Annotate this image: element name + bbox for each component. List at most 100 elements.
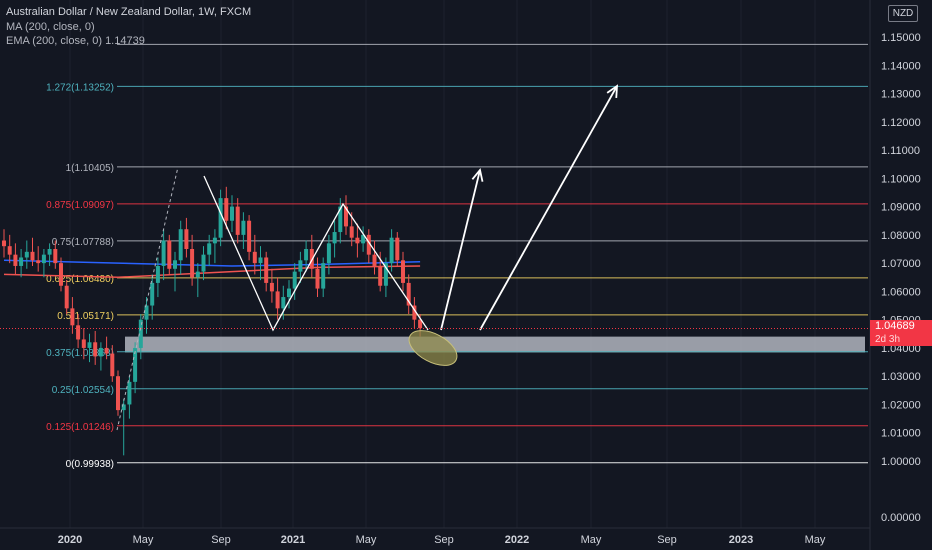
time-tick-label: 2023	[729, 534, 753, 546]
candle-body	[64, 285, 69, 309]
candle-body	[207, 243, 212, 255]
candle-body	[275, 291, 280, 309]
candle-body	[252, 251, 257, 264]
time-tick-label: Sep	[657, 534, 677, 546]
candle-body	[383, 263, 388, 286]
candle-body	[87, 342, 92, 348]
candles	[2, 186, 423, 456]
candle-body	[47, 249, 52, 255]
time-axis[interactable]: 2020 May Sep 2021 May Sep 2022 May Sep 2023 May	[0, 527, 870, 546]
candle-body	[406, 282, 411, 306]
time-tick-label: Sep	[434, 534, 454, 546]
drawings[interactable]	[0, 84, 870, 431]
time-tick-label: May	[356, 534, 377, 546]
target-arrow-1	[440, 169, 481, 331]
price-tick-label: 1.09000	[881, 202, 921, 214]
highlight-ellipse	[408, 330, 458, 366]
price-tick-label: 1.01000	[881, 428, 921, 440]
candle-body	[412, 305, 417, 320]
candle-body	[30, 251, 35, 261]
bar-countdown: 2d 3h	[875, 334, 901, 345]
candle-body	[332, 232, 337, 244]
candle-body	[338, 206, 343, 233]
candle-body	[281, 297, 286, 309]
ema-value: 1.14739	[105, 35, 145, 47]
price-tick-label: 1.15000	[881, 32, 921, 44]
candle-body	[366, 234, 371, 255]
chart-title: Australian Dollar / New Zealand Dollar, …	[6, 6, 252, 18]
candle-body	[127, 381, 132, 405]
time-tick-label: May	[133, 534, 154, 546]
candle-body	[184, 229, 189, 249]
price-axis[interactable]: 1.15000 1.14000 1.13000 1.12000 1.11000 1.100…	[869, 0, 921, 550]
candle-body	[247, 220, 252, 252]
candle-body	[2, 240, 6, 247]
last-price-tag: 1.04689 2d 3h	[870, 320, 932, 346]
candle-body	[81, 339, 86, 348]
candle-body	[173, 260, 177, 269]
target-arrow-2	[479, 85, 618, 331]
candle-body	[418, 319, 423, 329]
candle-body	[190, 249, 195, 278]
price-tick-label: 1.02000	[881, 399, 921, 411]
candle-body	[264, 257, 269, 283]
candle-body	[372, 254, 377, 266]
candle-body	[41, 254, 46, 264]
fib-retracement[interactable]: 1.272(1.13252) 1(1.10405) 0.875(1.09097) 0.…	[46, 43, 868, 470]
ma-indicator-label[interactable]: MA (200, close, 0)	[6, 21, 95, 33]
time-tick-label: 2022	[505, 534, 529, 546]
fib-level-label: 0.25(1.02554)	[52, 385, 114, 396]
candle-body	[287, 288, 291, 298]
fib-level-label: 1.272(1.13252)	[46, 82, 114, 93]
price-tick-label: 1.11000	[881, 145, 920, 157]
candle-body	[53, 249, 58, 264]
fib-level-label: 0.375(1.03863)	[46, 348, 114, 359]
candle-body	[361, 234, 366, 244]
candle-body	[24, 251, 29, 258]
candle-body	[201, 254, 206, 272]
fib-level-label: 0(0.99938)	[66, 459, 114, 470]
time-tick-label: 2021	[281, 534, 305, 546]
candle-body	[326, 243, 331, 264]
ema-indicator-label[interactable]: EMA (200, close, 0) 1.14739	[6, 35, 145, 47]
candle-body	[59, 263, 63, 286]
candle-body	[155, 265, 160, 283]
candle-body	[116, 376, 120, 411]
fib-level-label: 0.875(1.09097)	[46, 200, 114, 211]
candle-body	[292, 271, 297, 289]
price-tick-label: 1.06000	[881, 286, 921, 298]
candle-body	[378, 265, 383, 286]
candle-body	[349, 226, 354, 238]
candle-body	[401, 260, 405, 283]
candle-body	[258, 257, 263, 264]
candle-body	[70, 308, 75, 326]
ema-200-line	[3, 265, 421, 279]
candle-body	[389, 237, 394, 264]
currency-badge[interactable]: NZD	[888, 5, 918, 22]
candle-body	[321, 263, 326, 289]
candle-body	[161, 240, 166, 266]
time-tick-label: May	[581, 534, 602, 546]
dashed-trend-line	[116, 166, 179, 431]
price-tick-label: 0.00000	[881, 512, 921, 524]
candle-body	[315, 268, 320, 289]
candle-body	[121, 404, 126, 411]
candle-body	[150, 282, 155, 306]
candle-body	[167, 240, 172, 269]
candle-body	[133, 347, 138, 382]
time-tick-label: 2020	[58, 534, 82, 546]
candle-body	[98, 347, 103, 357]
time-tick-label: May	[805, 534, 826, 546]
fib-level-label: 0.75(1.07788)	[52, 237, 114, 248]
support-zone[interactable]	[125, 336, 865, 353]
pattern-lines	[203, 175, 429, 332]
candle-body	[93, 342, 98, 357]
candle-body	[269, 282, 274, 292]
price-tick-label: 1.03000	[881, 371, 921, 383]
candle-body	[241, 220, 246, 235]
last-price-value: 1.04689	[875, 320, 915, 332]
candle-body	[395, 237, 400, 261]
candle-body	[224, 198, 229, 221]
price-tick-label: 1.13000	[881, 89, 921, 101]
